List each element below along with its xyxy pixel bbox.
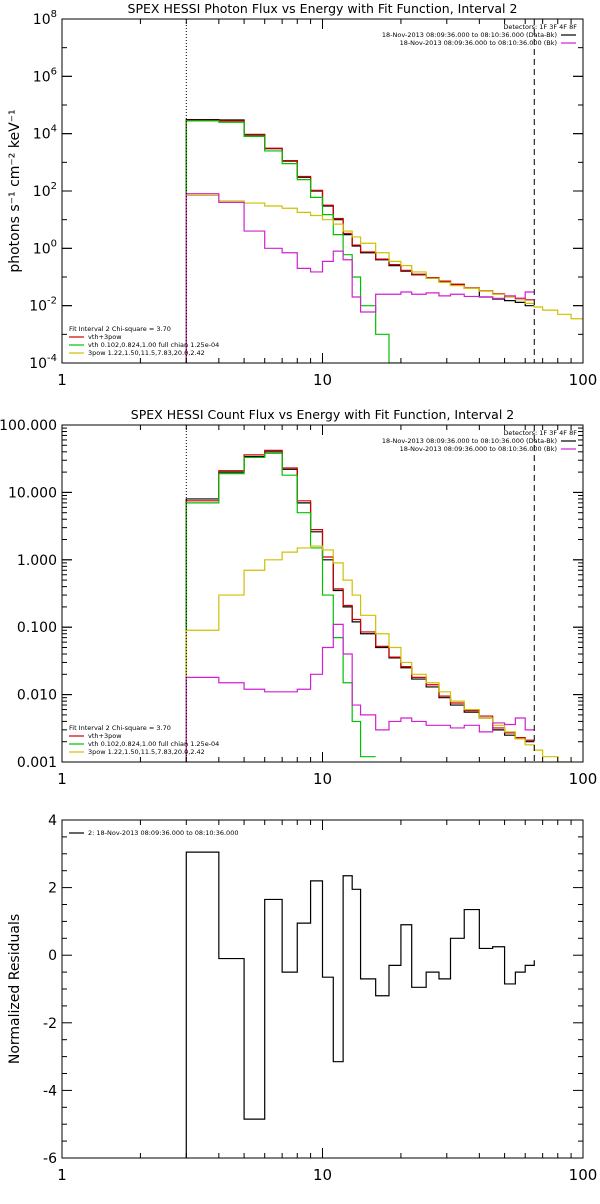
y-tick-label: 100	[33, 238, 57, 257]
chart-2: 1 10 100 0.001 0.010 0.100 1.000 10.000 100.000 S…	[0, 407, 597, 788]
chart-title: SPEX HESSI Count Flux vs Energy with Fit…	[131, 407, 514, 422]
chart-3: 1 10 100 -6 -4 -2 0 2 4 Normalized Residuals 2: 18…	[7, 813, 597, 1184]
y-tick-label: 104	[33, 124, 57, 143]
legend-right-text: 18-Nov-2013 08:09:36.000 to 08:10:36.000…	[382, 31, 557, 39]
chart-1: 1 10 100 10-4 10-2 100 102 104 106 108 SPEX HESSI …	[7, 1, 597, 389]
legend-left-text: vth 0.102,0.824,1.00 full chian 1.25e-04	[88, 740, 219, 748]
y-tick-label: 100.000	[0, 418, 57, 434]
series-line-3	[185, 120, 402, 363]
x-tick-label: 100	[569, 770, 598, 788]
series-line-5	[185, 623, 535, 762]
x-tick-label: 10	[313, 1166, 332, 1184]
y-tick-label: 0.010	[17, 688, 57, 704]
y-tick-label: 10-4	[29, 353, 57, 372]
legend-right-text: 18-Nov-2013 08:09:36.000 to 08:10:36.000…	[400, 445, 557, 453]
legend-left: Fit Interval 2 Chi-square = 3.70vth+3pow…	[69, 724, 219, 756]
y-tick-label: 0	[48, 948, 57, 964]
legend-right-text: 18-Nov-2013 08:09:36.000 to 08:10:36.000…	[400, 39, 557, 47]
legend-left-header: Fit Interval 2 Chi-square = 3.70	[69, 724, 171, 732]
legend-left: Fit Interval 2 Chi-square = 3.70vth+3pow…	[69, 325, 219, 357]
x-tick-label: 1	[57, 371, 67, 389]
y-tick-label: 0.001	[17, 755, 57, 771]
legend-left-text: vth+3pow	[88, 333, 122, 341]
y-axis-label: Normalized Residuals	[7, 914, 23, 1064]
y-axis-label: photons s⁻¹ cm⁻² keV⁻¹	[7, 109, 23, 272]
legend-left-text: vth+3pow	[88, 732, 122, 740]
x-tick-label: 100	[569, 371, 598, 389]
y-tick-label: 10.000	[8, 485, 57, 501]
series-line-1	[185, 851, 535, 1158]
y-tick-label: 10-2	[29, 296, 57, 315]
x-tick-label: 100	[569, 1166, 598, 1184]
legend-left-header: Fit Interval 2 Chi-square = 3.70	[69, 325, 171, 333]
y-tick-label: 106	[33, 66, 57, 85]
x-tick-label: 10	[313, 770, 332, 788]
series-line-4	[185, 194, 583, 363]
legend-right-text: 18-Nov-2013 08:09:36.000 to 08:10:36.000…	[382, 437, 557, 445]
x-tick-label: 1	[57, 770, 67, 788]
y-tick-label: -6	[43, 1151, 57, 1167]
chart-title: SPEX HESSI Photon Flux vs Energy with Fi…	[128, 1, 518, 16]
series-group	[185, 851, 535, 1158]
series-group	[185, 449, 572, 762]
legend-left-text: 3pow 1.22,1.50,11.5,7.83,20.0,2.42	[88, 349, 205, 357]
legend-right-text: Detectors: 1F 3F 4F 8F	[503, 23, 577, 31]
y-tick-label: -2	[43, 1016, 57, 1032]
legend-left-text: 2: 18-Nov-2013 08:09:36.000 to 08:10:36.…	[88, 829, 238, 837]
series-group	[185, 118, 583, 363]
y-tick-label: 108	[33, 9, 57, 28]
series-line-4	[185, 545, 572, 762]
y-tick-label: 0.100	[17, 620, 57, 636]
legend-left-text: 3pow 1.22,1.50,11.5,7.83,20.0,2.42	[88, 748, 205, 756]
y-tick-label: 4	[48, 813, 57, 829]
x-tick-label: 1	[57, 1166, 67, 1184]
y-tick-label: 1.000	[17, 553, 57, 569]
legend-left: 2: 18-Nov-2013 08:09:36.000 to 08:10:36.…	[69, 829, 238, 837]
series-line-5	[185, 193, 535, 363]
legend-left-text: vth 0.102,0.824,1.00 full chian 1.25e-04	[88, 341, 219, 349]
x-tick-label: 10	[313, 371, 332, 389]
y-tick-label: -4	[43, 1083, 57, 1099]
y-tick-label: 102	[33, 181, 57, 200]
y-tick-label: 2	[48, 881, 57, 897]
legend-right-text: Detectors: 1F 3F 4F 8F	[503, 429, 577, 437]
